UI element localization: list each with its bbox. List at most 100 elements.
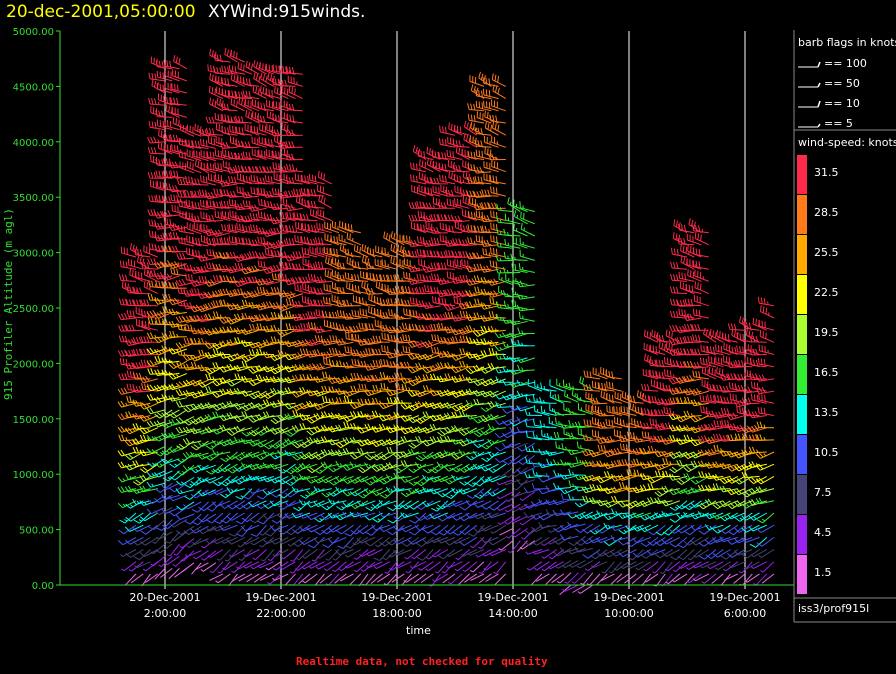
wind-barb bbox=[339, 243, 354, 258]
wind-barb bbox=[480, 500, 499, 510]
wind-barb bbox=[502, 317, 521, 324]
wind-barb bbox=[165, 104, 180, 118]
wind-barb bbox=[228, 175, 245, 185]
wind-barb bbox=[259, 537, 275, 548]
wind-barb bbox=[186, 149, 202, 162]
wind-barb bbox=[727, 373, 746, 380]
wind-barb bbox=[727, 524, 746, 536]
wind-barb bbox=[186, 538, 202, 548]
wind-barb bbox=[214, 149, 231, 160]
wind-barb bbox=[583, 419, 601, 429]
wind-barb bbox=[541, 549, 557, 559]
wind-barb bbox=[248, 390, 267, 400]
wind-barb bbox=[148, 72, 166, 82]
wind-barb bbox=[611, 508, 630, 515]
speed-swatch bbox=[797, 275, 807, 314]
wind-barb bbox=[262, 500, 282, 509]
wind-barb bbox=[117, 426, 137, 433]
wind-barb bbox=[233, 387, 253, 395]
wind-barb bbox=[701, 573, 717, 584]
wind-barb bbox=[285, 153, 303, 161]
wind-barb bbox=[473, 312, 492, 320]
wind-barb bbox=[498, 540, 514, 551]
wind-barb bbox=[130, 573, 144, 584]
wind-barb bbox=[620, 405, 637, 416]
wind-barb bbox=[281, 147, 296, 160]
wind-barb bbox=[308, 224, 325, 234]
wind-barb bbox=[664, 561, 681, 572]
wind-barb bbox=[531, 482, 550, 490]
wind-barb bbox=[618, 524, 637, 535]
wind-barb bbox=[206, 151, 224, 160]
wind-barb bbox=[705, 423, 724, 431]
wind-barb bbox=[314, 299, 332, 307]
wind-barb bbox=[324, 233, 340, 246]
wind-barb bbox=[335, 439, 354, 449]
wind-barb bbox=[727, 323, 746, 331]
wind-barb bbox=[669, 434, 688, 442]
wind-barb bbox=[572, 584, 586, 593]
wind-barb bbox=[705, 472, 724, 480]
wind-barb bbox=[176, 525, 195, 536]
wind-barb bbox=[574, 499, 594, 508]
wind-barb bbox=[749, 348, 767, 356]
wind-barb bbox=[357, 463, 376, 474]
wind-barb bbox=[401, 573, 412, 586]
wind-barb bbox=[126, 395, 144, 404]
wind-barb bbox=[349, 511, 369, 518]
wind-barb bbox=[158, 555, 173, 567]
wind-barb bbox=[568, 408, 586, 415]
wind-barb bbox=[235, 512, 253, 525]
wind-barb bbox=[502, 290, 521, 298]
wind-barb bbox=[749, 537, 768, 548]
wind-barb bbox=[411, 221, 427, 234]
wind-barb bbox=[241, 252, 260, 261]
wind-barb bbox=[235, 91, 253, 100]
wind-barb bbox=[567, 511, 586, 519]
wind-barb bbox=[284, 488, 304, 498]
wind-barb bbox=[386, 536, 405, 546]
wind-barb bbox=[490, 222, 506, 234]
wind-barb bbox=[320, 351, 340, 359]
wind-barb bbox=[422, 301, 441, 309]
wind-barb bbox=[259, 123, 274, 136]
wind-barb bbox=[220, 200, 238, 209]
wind-barb bbox=[277, 399, 296, 406]
wind-barb bbox=[214, 162, 231, 173]
grid-lines bbox=[164, 31, 746, 585]
wind-barb bbox=[335, 475, 354, 483]
wind-barb bbox=[284, 450, 303, 457]
wind-barb bbox=[391, 573, 405, 583]
wind-barb bbox=[552, 509, 572, 517]
wind-barb bbox=[393, 326, 412, 334]
wind-barb bbox=[736, 332, 753, 343]
wind-barb bbox=[712, 536, 731, 543]
wind-barb bbox=[410, 174, 427, 185]
wind-barb bbox=[408, 250, 426, 258]
wind-barb bbox=[325, 573, 340, 586]
wind-barb bbox=[393, 348, 412, 356]
wind-barb bbox=[156, 119, 173, 131]
wind-barb bbox=[559, 509, 579, 516]
wind-barb bbox=[340, 573, 354, 582]
wind-barb bbox=[443, 426, 463, 434]
wind-barb bbox=[248, 314, 267, 323]
wind-barb bbox=[257, 561, 275, 569]
wind-barb bbox=[278, 524, 296, 535]
wind-barb bbox=[723, 561, 739, 572]
wind-barb bbox=[159, 568, 173, 578]
y-tick-label: 1500.00 bbox=[13, 415, 54, 426]
wind-barb bbox=[178, 236, 195, 247]
wind-barb bbox=[191, 140, 209, 149]
wind-barb bbox=[501, 442, 521, 449]
wind-barb bbox=[338, 561, 354, 572]
wind-barb bbox=[252, 111, 267, 124]
wind-barb bbox=[207, 549, 224, 558]
wind-barb bbox=[128, 561, 144, 572]
wind-barb bbox=[504, 503, 521, 513]
wind-barb bbox=[429, 512, 448, 520]
wind-barb bbox=[417, 210, 434, 221]
wind-barb bbox=[720, 407, 738, 416]
wind-barb bbox=[507, 197, 521, 213]
wind-barb bbox=[625, 524, 644, 532]
